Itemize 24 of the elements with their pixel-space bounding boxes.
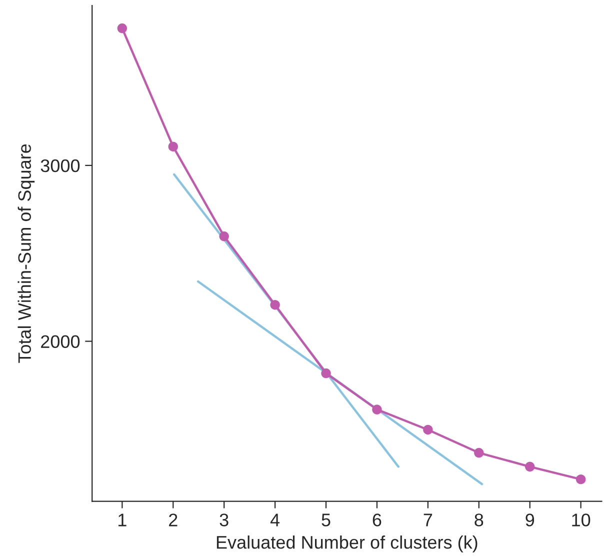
x-tick-label: 8: [474, 514, 484, 526]
x-tick-label: 4: [270, 514, 280, 526]
x-tick-label: 7: [424, 514, 432, 526]
x-tick-label: 1: [118, 514, 126, 526]
point: [525, 462, 535, 472]
point: [321, 368, 331, 378]
point: [168, 142, 178, 152]
point: [576, 474, 586, 484]
point: [117, 23, 128, 34]
x-tick-label: 6: [372, 514, 382, 526]
point: [219, 231, 229, 242]
point: [423, 424, 433, 435]
x-axis-title: Evaluated Number of clusters (k): [216, 535, 478, 552]
x-tick-label: 10: [572, 514, 590, 526]
point: [474, 448, 484, 458]
point: [372, 404, 382, 414]
x-tick-label: 5: [322, 514, 330, 526]
x-tick-label: 2: [169, 514, 178, 526]
point: [270, 300, 280, 310]
y-tick-label: 2000: [41, 335, 80, 348]
x-tick-label: 3: [220, 514, 228, 526]
x-tick-label: 9: [526, 514, 534, 526]
y-axis-title: Total Within-Sum of Square: [18, 144, 35, 363]
y-tick-label: 3000: [40, 159, 80, 172]
